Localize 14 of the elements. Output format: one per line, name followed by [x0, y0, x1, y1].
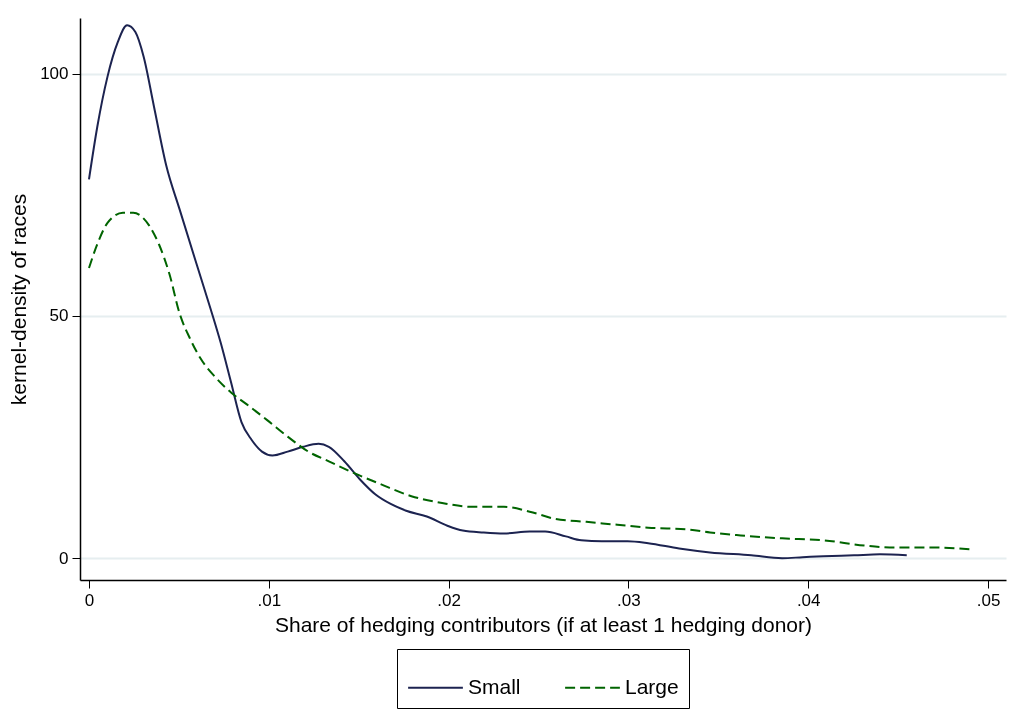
x-tick-label: .03 — [617, 590, 641, 610]
x-tick-label: .04 — [796, 590, 821, 610]
x-tick-label: .01 — [257, 590, 282, 610]
y-tick-label: 50 — [49, 306, 69, 326]
y-axis-title: kernel-density of races — [7, 193, 31, 406]
x-tick-label: .02 — [437, 590, 461, 610]
legend-label: Large — [625, 674, 679, 698]
x-axis-title: Share of hedging contributors (if at least 1 hedging donor) — [274, 612, 813, 636]
line-series — [87, 24, 908, 560]
legend-label: Small — [468, 674, 521, 698]
y-tick-label: 100 — [40, 64, 69, 84]
y-tick-label: 0 — [59, 548, 69, 568]
x-tick-label: .05 — [976, 590, 1001, 610]
x-tick-label: 0 — [84, 590, 95, 610]
